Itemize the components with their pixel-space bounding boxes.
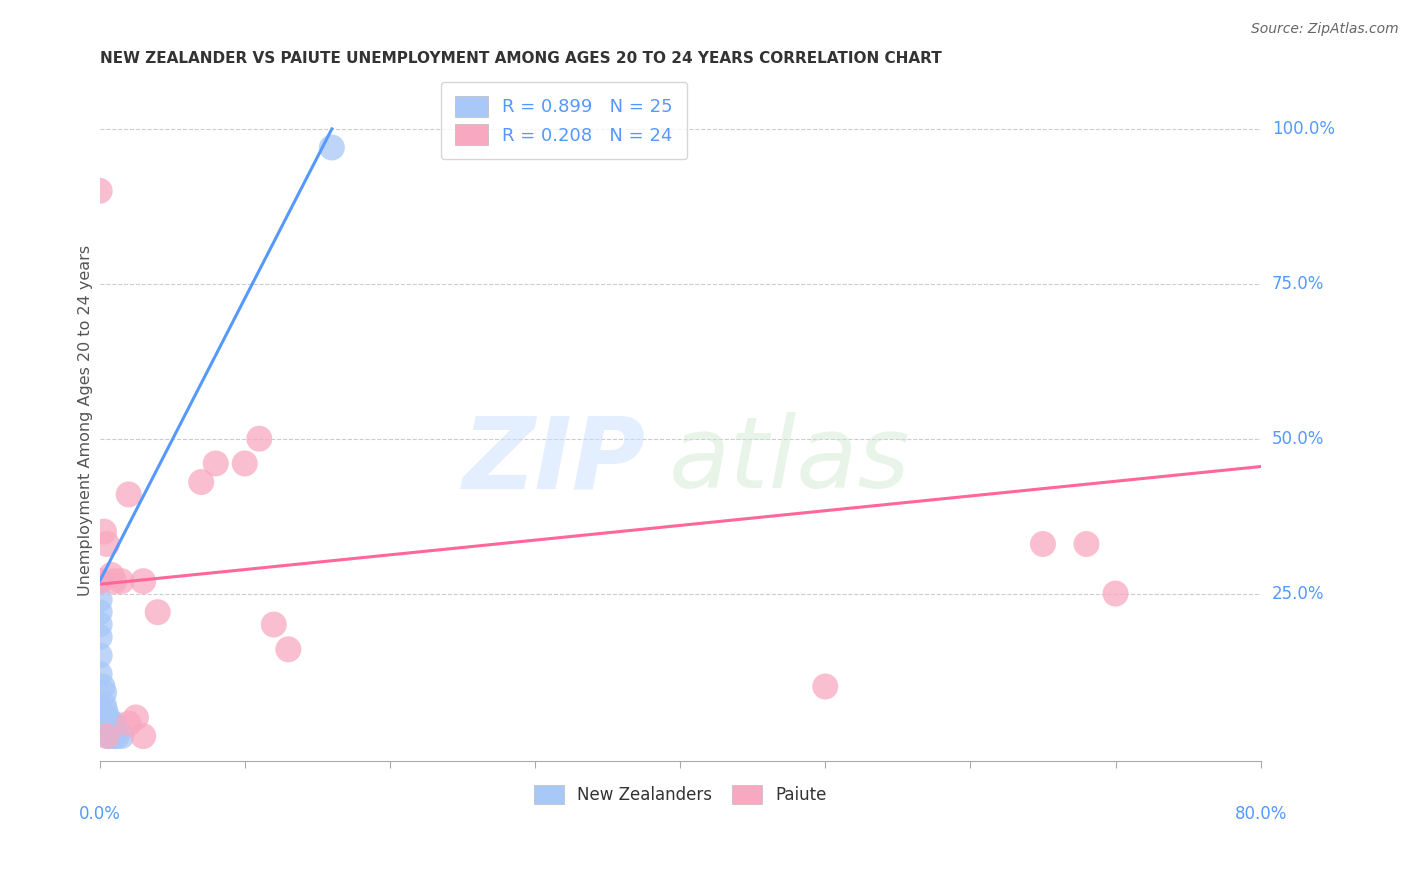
Point <box>247 432 270 446</box>
Point <box>98 723 121 737</box>
Point <box>1076 537 1098 551</box>
Y-axis label: Unemployment Among Ages 20 to 24 years: Unemployment Among Ages 20 to 24 years <box>79 244 93 596</box>
Point <box>132 574 155 589</box>
Point <box>89 617 111 632</box>
Point <box>97 729 120 743</box>
Point <box>94 716 117 731</box>
Point <box>89 184 111 198</box>
Point <box>1032 537 1054 551</box>
Point <box>125 710 148 724</box>
Point <box>89 605 111 619</box>
Point <box>96 723 118 737</box>
Text: 100.0%: 100.0% <box>1272 120 1334 138</box>
Point <box>89 630 111 644</box>
Point <box>105 729 128 743</box>
Text: Source: ZipAtlas.com: Source: ZipAtlas.com <box>1251 22 1399 37</box>
Point <box>146 605 169 619</box>
Legend: New Zealanders, Paiute: New Zealanders, Paiute <box>527 778 834 811</box>
Point <box>118 716 141 731</box>
Point <box>96 729 118 743</box>
Point <box>118 487 141 501</box>
Point <box>103 729 125 743</box>
Point <box>321 140 343 154</box>
Point <box>93 524 115 539</box>
Point <box>277 642 299 657</box>
Point <box>190 475 212 489</box>
Text: 25.0%: 25.0% <box>1272 584 1324 603</box>
Point <box>103 574 125 589</box>
Point <box>100 729 122 743</box>
Point <box>94 704 117 718</box>
Point <box>233 457 256 471</box>
Point <box>89 667 111 681</box>
Point <box>93 698 115 712</box>
Point <box>89 592 111 607</box>
Text: 50.0%: 50.0% <box>1272 430 1324 448</box>
Text: 75.0%: 75.0% <box>1272 275 1324 293</box>
Point <box>100 716 122 731</box>
Text: ZIP: ZIP <box>463 412 645 509</box>
Point <box>103 716 125 731</box>
Point <box>101 723 124 737</box>
Point <box>96 537 118 551</box>
Text: 0.0%: 0.0% <box>79 805 121 823</box>
Text: atlas: atlas <box>668 412 910 509</box>
Point <box>204 457 226 471</box>
Point <box>89 574 111 589</box>
Point <box>96 710 118 724</box>
Text: 80.0%: 80.0% <box>1234 805 1286 823</box>
Point <box>1104 586 1126 600</box>
Text: NEW ZEALANDER VS PAIUTE UNEMPLOYMENT AMONG AGES 20 TO 24 YEARS CORRELATION CHART: NEW ZEALANDER VS PAIUTE UNEMPLOYMENT AMO… <box>100 51 942 66</box>
Point <box>110 574 132 589</box>
Point <box>110 729 132 743</box>
Point <box>93 686 115 700</box>
Point <box>263 617 285 632</box>
Point <box>89 574 111 589</box>
Point <box>91 680 114 694</box>
Point <box>814 680 837 694</box>
Point <box>89 648 111 663</box>
Point <box>100 568 122 582</box>
Point <box>97 716 120 731</box>
Point <box>132 729 155 743</box>
